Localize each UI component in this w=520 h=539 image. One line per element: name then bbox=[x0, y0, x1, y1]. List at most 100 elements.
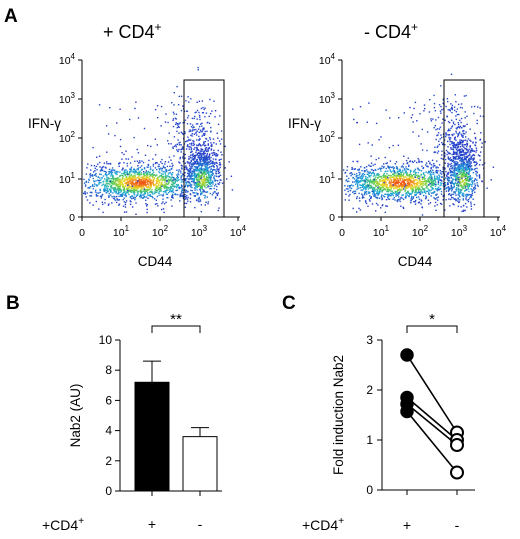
density-dot bbox=[84, 192, 86, 194]
density-dot bbox=[179, 122, 181, 124]
density-dot bbox=[447, 186, 450, 188]
density-dot bbox=[193, 164, 195, 166]
density-dot bbox=[425, 196, 427, 198]
density-dot bbox=[360, 189, 362, 191]
density-dot bbox=[87, 181, 90, 183]
density-dot bbox=[450, 146, 452, 149]
density-dot bbox=[146, 190, 148, 192]
density-dot bbox=[462, 168, 464, 170]
density-dot bbox=[463, 152, 465, 154]
density-dot bbox=[203, 143, 205, 145]
density-dot bbox=[204, 197, 206, 199]
density-dot bbox=[176, 189, 179, 191]
density-dot bbox=[99, 170, 102, 172]
density-dot bbox=[215, 170, 217, 172]
density-dot bbox=[148, 171, 150, 174]
density-dot bbox=[345, 193, 347, 195]
density-dot bbox=[110, 191, 112, 193]
density-dot bbox=[89, 173, 92, 175]
density-dot bbox=[378, 197, 381, 199]
density-dot bbox=[420, 181, 422, 183]
flow-xlabel-right: CD44 bbox=[398, 254, 433, 269]
density-dot bbox=[173, 155, 175, 157]
density-dot bbox=[434, 110, 437, 112]
density-dot bbox=[196, 194, 199, 196]
density-dot bbox=[160, 161, 162, 163]
density-dot bbox=[457, 126, 460, 128]
density-dot bbox=[434, 125, 436, 127]
density-dot bbox=[427, 190, 429, 192]
density-dot bbox=[195, 123, 198, 125]
density-dot bbox=[196, 118, 198, 120]
density-dot bbox=[407, 168, 410, 171]
density-dot bbox=[175, 183, 178, 186]
density-dot bbox=[201, 188, 203, 190]
density-dot bbox=[409, 179, 411, 182]
density-dot bbox=[391, 186, 393, 189]
density-dot bbox=[99, 195, 102, 197]
density-dot bbox=[200, 156, 202, 158]
density-dot bbox=[85, 196, 87, 198]
density-dot bbox=[436, 160, 438, 162]
density-dot bbox=[396, 170, 399, 172]
density-dot bbox=[458, 169, 460, 171]
density-dot bbox=[139, 175, 141, 177]
density-dot bbox=[460, 186, 463, 188]
density-dot bbox=[196, 167, 199, 169]
density-dot bbox=[180, 131, 183, 133]
density-dot bbox=[467, 177, 469, 179]
density-dot bbox=[407, 192, 409, 194]
density-dot bbox=[412, 187, 414, 189]
density-dot bbox=[184, 186, 186, 188]
density-dot bbox=[453, 152, 456, 154]
density-dot bbox=[351, 173, 353, 175]
paired-condition-label: +CD4+ bbox=[302, 516, 344, 533]
density-dot bbox=[417, 174, 419, 176]
density-dot bbox=[200, 176, 202, 178]
density-dot bbox=[437, 132, 440, 134]
density-dot bbox=[460, 139, 463, 141]
density-dot bbox=[414, 183, 416, 185]
density-dot bbox=[381, 197, 383, 199]
density-dot bbox=[189, 143, 191, 145]
density-dot bbox=[455, 177, 457, 180]
density-dot bbox=[215, 183, 217, 185]
density-dot bbox=[390, 177, 392, 179]
density-dot bbox=[481, 142, 483, 144]
density-dot bbox=[191, 142, 193, 145]
density-dot bbox=[469, 151, 471, 153]
density-dot bbox=[448, 198, 450, 200]
density-dot bbox=[188, 148, 190, 150]
density-dot bbox=[430, 185, 432, 188]
density-dot bbox=[96, 184, 98, 186]
density-dot bbox=[407, 157, 409, 159]
density-dot bbox=[366, 181, 368, 184]
density-dot bbox=[416, 192, 418, 194]
density-dot bbox=[152, 158, 154, 160]
density-dot bbox=[92, 177, 94, 180]
density-dot bbox=[192, 162, 194, 164]
density-dot bbox=[201, 100, 204, 102]
paired-y-tick-label: 2 bbox=[366, 383, 373, 397]
density-dot bbox=[433, 163, 435, 165]
density-dot bbox=[106, 163, 108, 165]
density-dot bbox=[181, 132, 184, 135]
density-dot bbox=[451, 142, 453, 145]
density-dot bbox=[199, 200, 202, 202]
density-dot bbox=[373, 183, 375, 185]
density-dot bbox=[443, 173, 446, 176]
density-dot bbox=[452, 146, 455, 148]
density-dot bbox=[400, 184, 402, 186]
density-dot bbox=[404, 179, 406, 181]
density-dot bbox=[444, 153, 446, 155]
density-dot bbox=[415, 174, 417, 176]
density-dot bbox=[201, 173, 203, 175]
density-dot bbox=[106, 161, 108, 163]
density-dot bbox=[452, 161, 455, 163]
density-dot bbox=[374, 181, 377, 183]
density-dot bbox=[431, 171, 433, 173]
density-dot bbox=[203, 173, 205, 175]
density-dot bbox=[135, 213, 137, 215]
density-dot bbox=[390, 186, 392, 189]
density-dot bbox=[199, 178, 201, 180]
